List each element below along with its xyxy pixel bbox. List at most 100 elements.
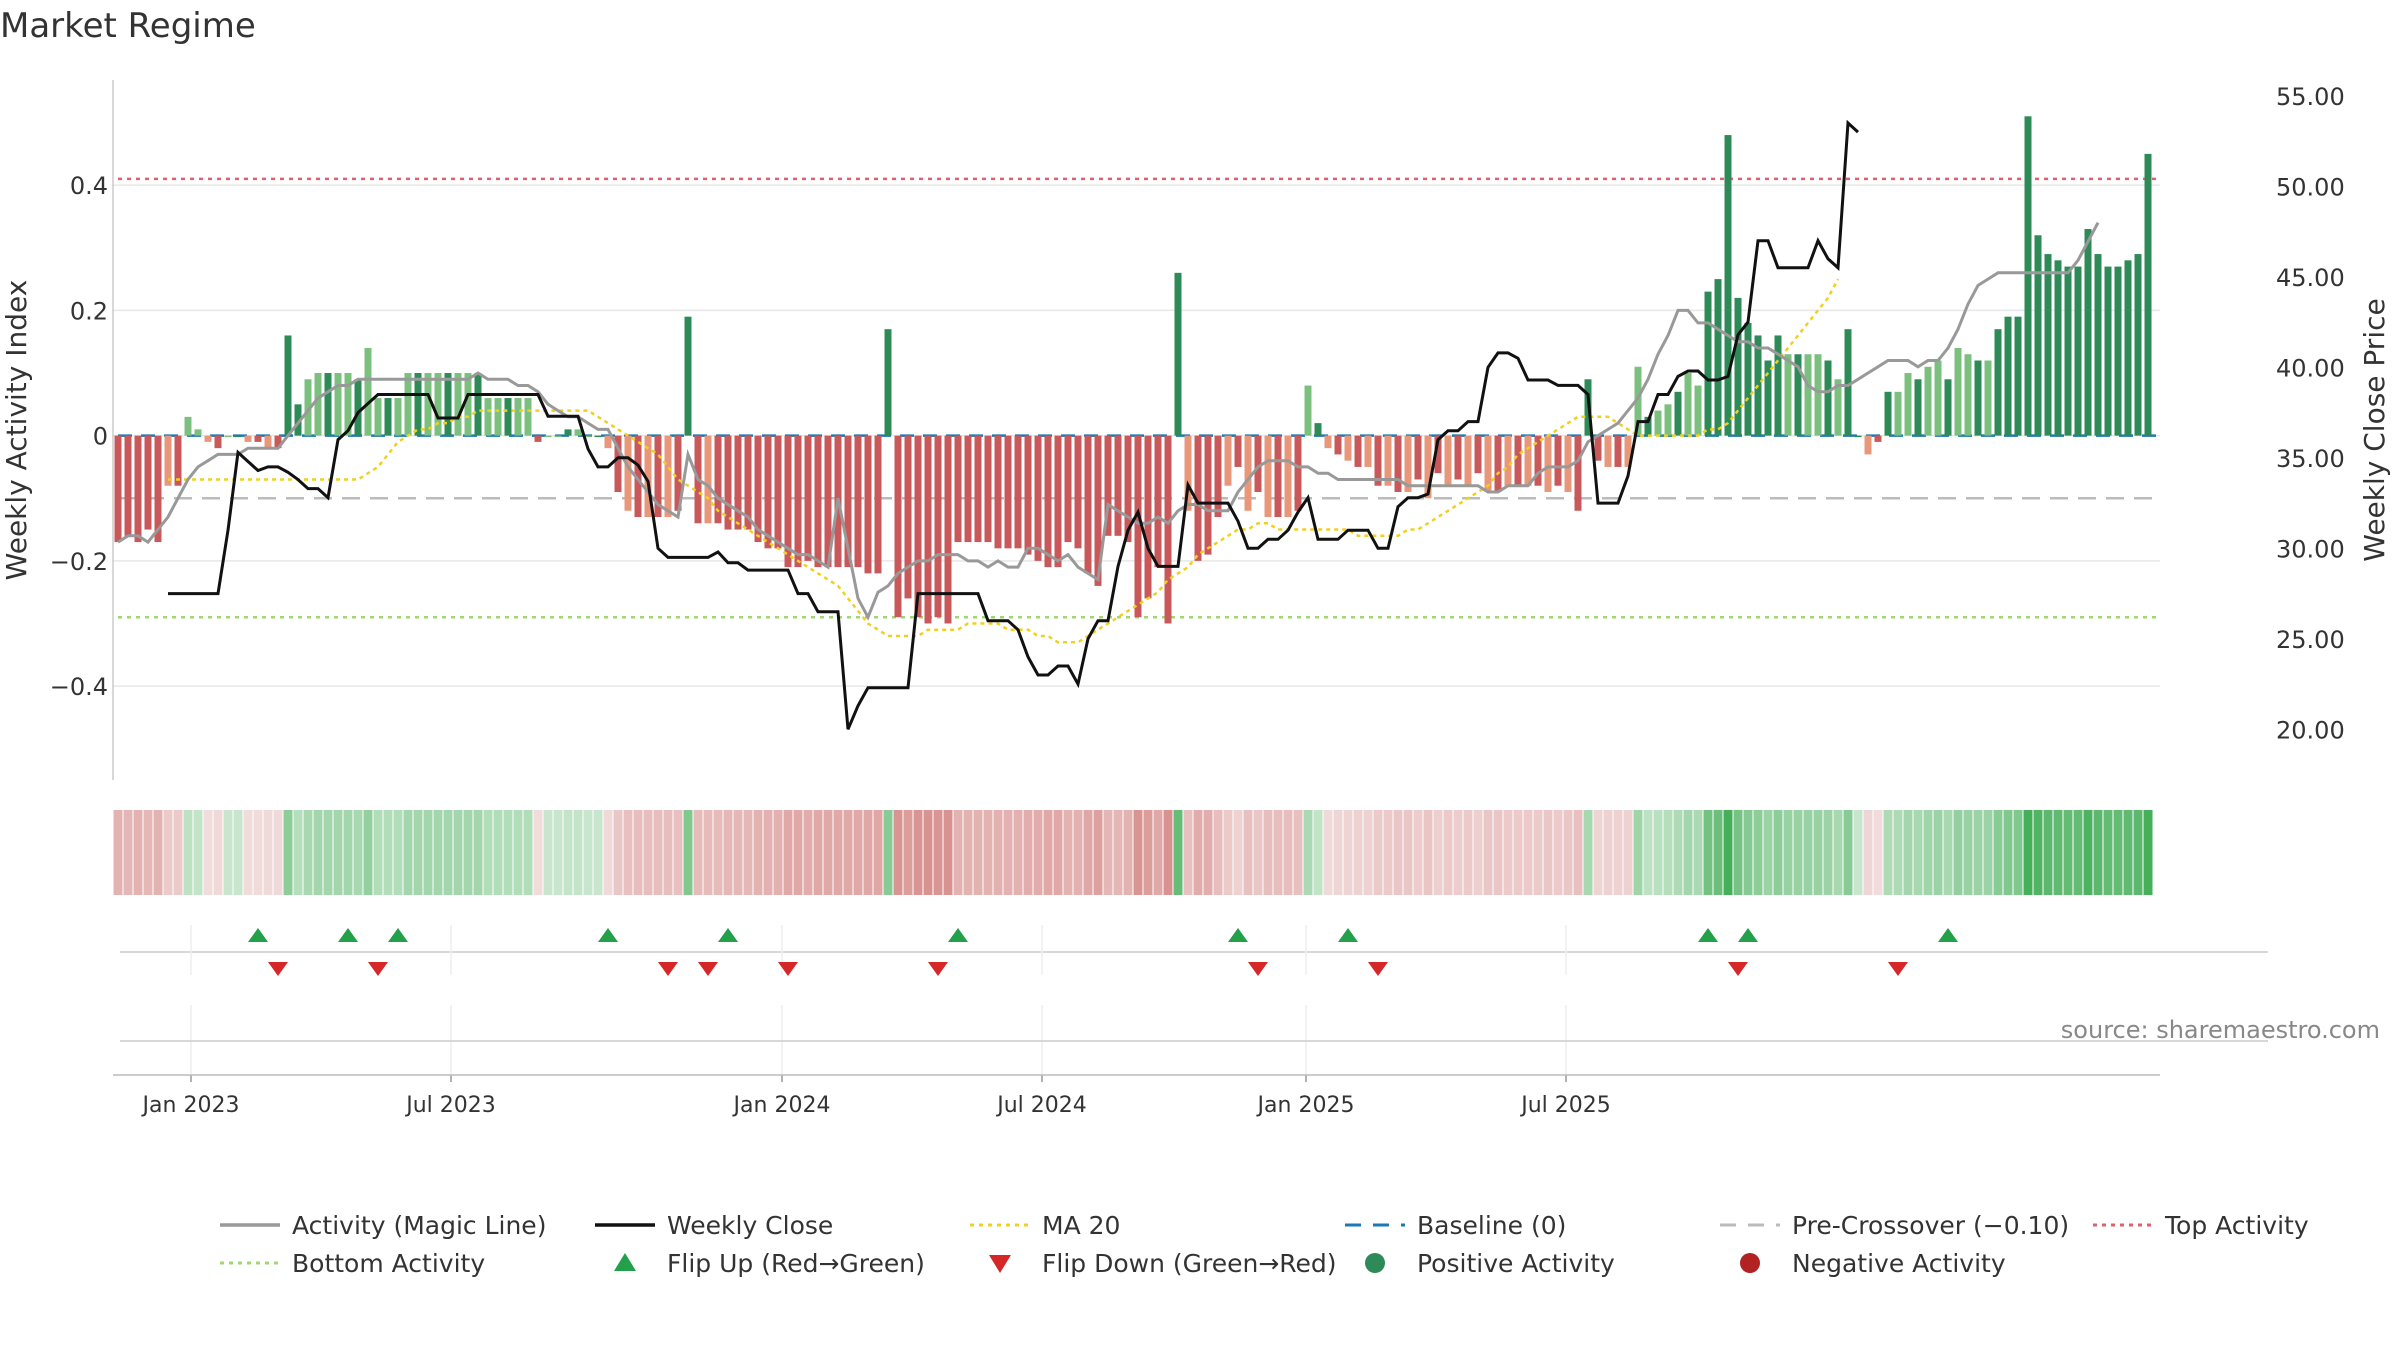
activity-bar [644, 435, 652, 518]
heat-cell [2013, 810, 2023, 895]
heat-cell [1623, 810, 1633, 895]
y-tick-label: −0.4 [50, 673, 108, 701]
activity-bar [384, 398, 392, 436]
heat-cell [1783, 810, 1793, 895]
x-tick-label: Jul 2023 [404, 1093, 496, 1118]
activity-bar [1284, 435, 1292, 518]
activity-bar [2134, 254, 2142, 436]
heat-cell [913, 810, 923, 895]
activity-bar [174, 435, 182, 486]
heat-cell [1743, 810, 1753, 895]
heat-cell [1843, 810, 1853, 895]
heat-cell [673, 810, 683, 895]
activity-bar [2094, 254, 2102, 436]
heat-cell [1123, 810, 1133, 895]
activity-bar [144, 435, 152, 530]
heat-cell [1903, 810, 1913, 895]
heat-cell [193, 810, 203, 895]
heat-cell [693, 810, 703, 895]
heat-cell [1673, 810, 1683, 895]
activity-bar [1974, 360, 1982, 436]
activity-bar [1514, 435, 1522, 486]
heat-cell [1473, 810, 1483, 895]
heat-cell [1253, 810, 1263, 895]
heat-cell [753, 810, 763, 895]
heat-cell [1563, 810, 1573, 895]
activity-bar [1984, 360, 1992, 436]
activity-bar [524, 398, 532, 436]
legend-label: Positive Activity [1417, 1249, 1615, 1278]
legend-swatch [1365, 1253, 1385, 1273]
flip-down-marker [368, 962, 388, 976]
heat-cell [1713, 810, 1723, 895]
activity-bar [1114, 435, 1122, 536]
activity-bar [744, 435, 752, 530]
heat-cell [163, 810, 173, 895]
activity-bar [1094, 435, 1102, 586]
heat-cell [1823, 810, 1833, 895]
activity-bar [1124, 435, 1132, 543]
heat-cell [1133, 810, 1143, 895]
activity-bar [1024, 435, 1032, 555]
activity-bar [154, 435, 162, 543]
activity-bar [1224, 435, 1232, 486]
activity-bar [504, 398, 512, 436]
heat-cell [1923, 810, 1933, 895]
y-tick-label: −0.2 [50, 548, 108, 576]
activity-bar [2034, 235, 2042, 436]
activity-bar [1244, 435, 1252, 511]
heat-cell [2023, 810, 2033, 895]
activity-bar [134, 435, 142, 543]
heat-cell [613, 810, 623, 895]
activity-bar [1704, 291, 1712, 436]
activity-bar [1724, 135, 1732, 436]
activity-bar [724, 435, 732, 530]
legend-swatch [989, 1255, 1011, 1273]
activity-bar [1164, 435, 1172, 624]
activity-bar [534, 435, 542, 442]
legend-label: Negative Activity [1792, 1249, 2006, 1278]
heat-cell [713, 810, 723, 895]
activity-bar [2004, 316, 2012, 436]
activity-bar [1904, 373, 1912, 436]
flip-markers [120, 925, 2268, 976]
activity-bar [1294, 435, 1302, 511]
activity-bar [944, 435, 952, 624]
activity-bar [1054, 435, 1062, 568]
activity-bar [884, 329, 892, 436]
heat-cell [1053, 810, 1063, 895]
activity-bar [1664, 404, 1672, 436]
heat-cell [813, 810, 823, 895]
heat-cell [633, 810, 643, 895]
heat-cell [1763, 810, 1773, 895]
activity-bar [234, 435, 242, 438]
activity-bar [1564, 435, 1572, 492]
flip-down-marker [698, 962, 718, 976]
activity-bar [1194, 435, 1202, 561]
activity-bar [1784, 354, 1792, 436]
activity-bar [1454, 435, 1462, 480]
flip-down-marker [1888, 962, 1908, 976]
activity-bar [204, 435, 212, 442]
activity-bar [1074, 435, 1082, 549]
activity-bar [314, 373, 322, 436]
heat-cell [583, 810, 593, 895]
heat-cell [413, 810, 423, 895]
legend-label: Flip Up (Red→Green) [667, 1249, 925, 1278]
legend-label: MA 20 [1042, 1211, 1120, 1240]
heat-cell [1593, 810, 1603, 895]
activity-bar [164, 435, 172, 486]
heat-cell [1653, 810, 1663, 895]
heat-cell [1953, 810, 1963, 895]
heat-cell [1013, 810, 1023, 895]
activity-bar [1424, 435, 1432, 499]
activity-bar [1324, 435, 1332, 449]
heat-cell [983, 810, 993, 895]
heat-cell [1773, 810, 1783, 895]
legend-item: Baseline (0) [1345, 1211, 1566, 1240]
activity-bar [1894, 391, 1902, 436]
heat-cell [893, 810, 903, 895]
heat-cell [323, 810, 333, 895]
heat-cell [2053, 810, 2063, 895]
activity-bar [664, 435, 672, 518]
